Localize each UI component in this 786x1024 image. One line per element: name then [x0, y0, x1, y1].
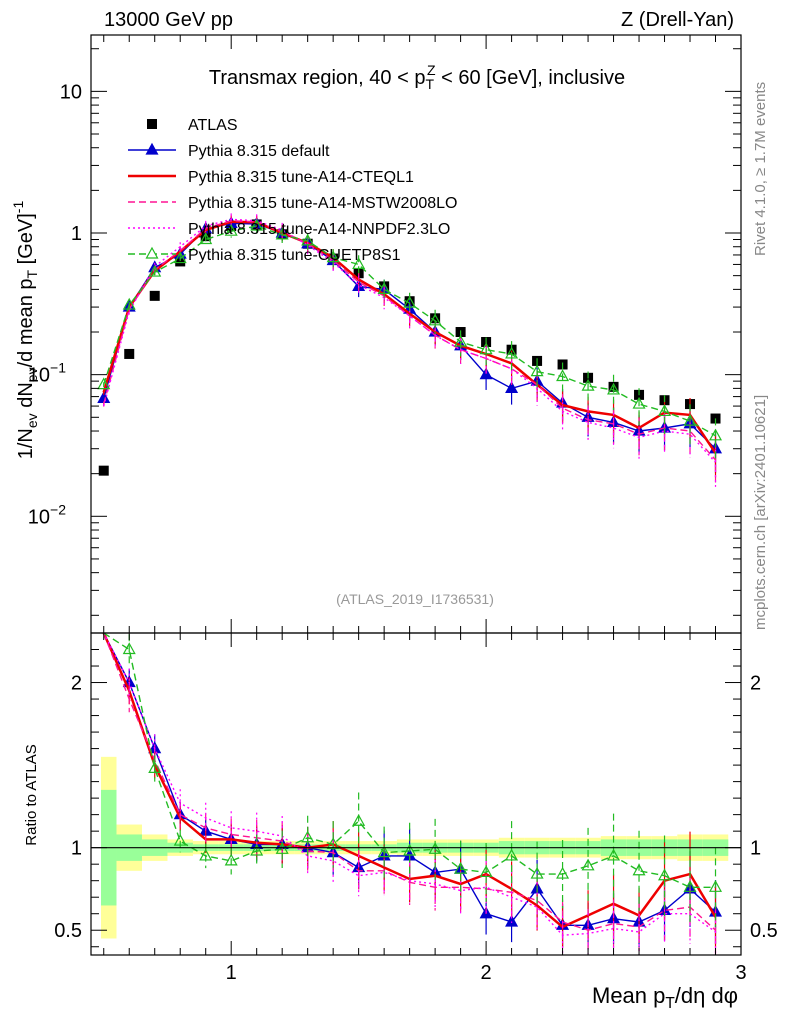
y-tick-label: 10 — [60, 81, 82, 103]
y-tick-label: 10−2 — [28, 501, 66, 528]
atlas-data-point — [98, 465, 109, 476]
x-tick-label: 1 — [226, 962, 237, 984]
ratio-y-tick-label: 1 — [71, 838, 82, 860]
x-tick-label: 2 — [481, 962, 492, 984]
series-marker — [708, 880, 723, 892]
series-marker — [479, 865, 493, 878]
series-marker — [301, 830, 315, 843]
series-marker — [97, 377, 111, 390]
series-marker — [454, 861, 468, 874]
series-marker — [479, 342, 493, 355]
series-marker — [607, 848, 621, 861]
series-marker — [708, 428, 723, 441]
series-marker — [275, 227, 289, 240]
series-marker — [530, 364, 544, 377]
process-label: Z (Drell-Yan) — [621, 9, 734, 31]
series-marker — [352, 257, 366, 270]
rivet-version-label: Rivet 4.1.0, ≥ 1.7M events — [752, 81, 769, 256]
series-marker — [428, 313, 442, 326]
series-marker — [505, 914, 519, 927]
main-panel-series — [97, 213, 723, 487]
analysis-watermark: (ATLAS_2019_I1736531) — [336, 591, 494, 607]
series-marker — [377, 845, 391, 858]
series-marker — [377, 282, 391, 294]
ratio-panel-frame — [90, 632, 742, 956]
legend-label: Pythia 8.315 tune-A14-NNPDF2.3LO — [188, 221, 450, 238]
legend-marker — [145, 142, 159, 155]
series-marker — [505, 346, 519, 359]
x-axis-label: Mean pT/dη dφ — [592, 983, 738, 1012]
legend-label: Pythia 8.315 tune-A14-MSTW2008LO — [188, 195, 457, 212]
series-marker — [326, 837, 340, 849]
series-marker — [199, 848, 213, 861]
series-marker — [275, 842, 289, 854]
mcplots-label: mcplots.cern.ch [arXiv:2401.10621] — [752, 394, 769, 630]
legend-label: Pythia 8.315 default — [188, 143, 330, 160]
series-marker — [224, 223, 238, 236]
y-tick-label: 10−1 — [28, 360, 66, 387]
series-marker — [326, 250, 340, 263]
series-marker — [250, 843, 264, 856]
legend: ATLAS Pythia 8.315 default Pythia 8.315 tu… — [128, 117, 457, 264]
series-marker — [403, 295, 417, 308]
ratio-y-axis-label: Ratio to ATLAS — [23, 744, 40, 845]
legend-marker — [145, 246, 159, 259]
series-marker — [148, 264, 162, 277]
series-marker — [581, 858, 595, 871]
atlas-data-point — [149, 290, 160, 301]
series-marker — [122, 642, 136, 655]
series-marker — [683, 880, 697, 892]
series-marker — [683, 413, 697, 426]
series-marker — [632, 863, 646, 876]
series-marker — [581, 378, 595, 391]
ratio-y-tick-label-right: 2 — [750, 673, 761, 695]
atlas-data-point — [430, 313, 441, 324]
ratio-panel-series — [102, 632, 723, 955]
series-marker — [148, 761, 162, 774]
ratio-y-tick-label: 2 — [71, 673, 82, 695]
series-marker — [301, 233, 315, 246]
series-marker — [122, 297, 136, 310]
legend-label: Pythia 8.315 tune-A14-CTEQL1 — [188, 169, 414, 186]
series-marker — [173, 833, 187, 846]
series-marker — [224, 853, 238, 866]
series-marker — [352, 814, 366, 826]
series-marker — [530, 866, 544, 879]
series-marker — [632, 396, 646, 409]
atlas-data-point — [175, 256, 186, 267]
series-marker — [658, 404, 672, 417]
beam-energy-label: 13000 GeV pp — [104, 9, 233, 31]
series-marker — [250, 218, 264, 231]
legend-label: Pythia 8.315 tune-CUETP8S1 — [188, 247, 401, 264]
main-y-axis-label: 1/Nev dNev/d mean pT [GeV]-1 — [10, 201, 40, 460]
main-title: Transmax region, 40 < pTZ < 60 [GeV], in… — [209, 62, 625, 92]
series-marker — [454, 334, 468, 347]
axes: 1 2 3 10 1 10−1 10−2 0.5 0.5 1 1 2 2 — [28, 34, 778, 984]
legend-marker-atlas — [147, 119, 157, 129]
series-marker — [556, 866, 570, 879]
series-marker — [199, 232, 213, 245]
y-tick-label: 1 — [71, 223, 82, 245]
ratio-y-tick-label-right: 0.5 — [750, 920, 778, 942]
series-marker — [658, 868, 672, 881]
legend-label: ATLAS — [188, 117, 238, 134]
ratio-y-tick-label: 0.5 — [54, 920, 82, 942]
x-tick-label: 3 — [735, 962, 746, 984]
atlas-data-point — [124, 348, 135, 359]
series-marker — [556, 369, 570, 382]
series-marker — [505, 381, 519, 393]
ratio-y-tick-label-right: 1 — [750, 838, 761, 860]
series-marker — [607, 382, 621, 395]
series-marker — [173, 251, 187, 264]
series-marker — [403, 843, 417, 856]
atlas-data-point — [506, 344, 517, 355]
series-marker — [505, 848, 519, 861]
series-marker — [428, 842, 442, 854]
